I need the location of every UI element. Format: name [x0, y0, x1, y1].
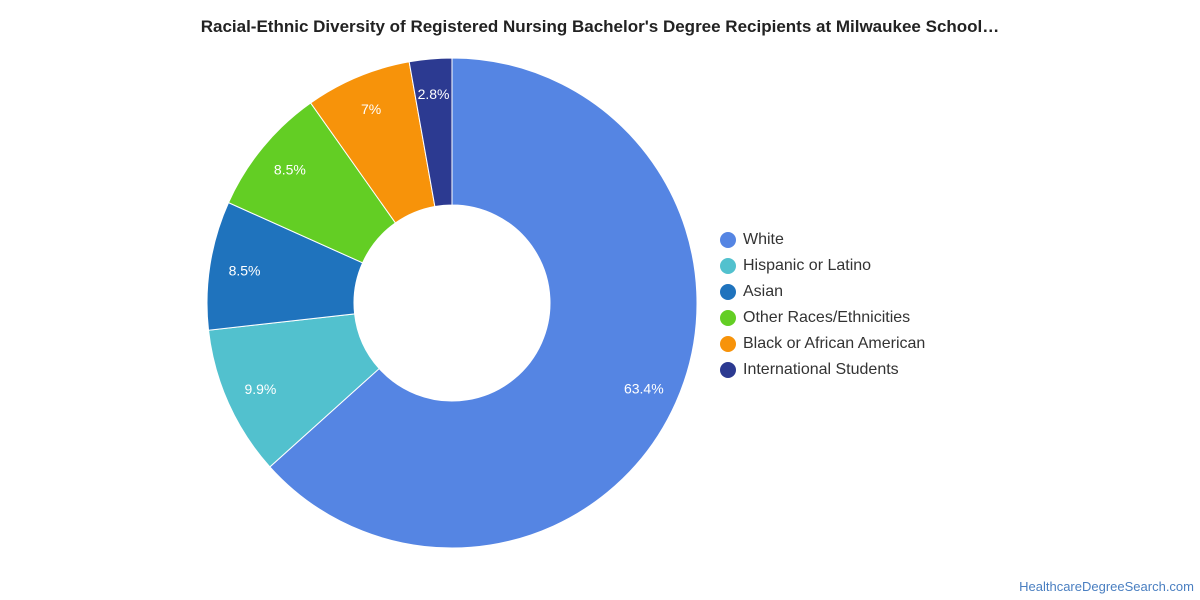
- data-label-hispanic-or-latino: 9.9%: [244, 381, 276, 397]
- data-label-black-or-african-american: 7%: [361, 101, 381, 117]
- chart-title: Racial-Ethnic Diversity of Registered Nu…: [200, 17, 1000, 36]
- source-watermark[interactable]: HealthcareDegreeSearch.com: [1019, 579, 1194, 594]
- legend-swatch: [720, 232, 736, 248]
- legend-label: Asian: [743, 283, 784, 300]
- legend-label: International Students: [743, 361, 899, 378]
- legend-swatch: [720, 258, 736, 274]
- legend-swatch: [720, 310, 736, 326]
- data-labels-layer: 63.4% 9.9% 8.5% 8.5% 7% 2.8%: [229, 86, 664, 397]
- legend-item-hispanic-or-latino[interactable]: Hispanic or Latino: [720, 253, 925, 279]
- legend-swatch: [720, 362, 736, 378]
- legend-swatch: [720, 336, 736, 352]
- slice-international-students[interactable]: [408, 57, 453, 208]
- legend-item-white[interactable]: White: [720, 227, 925, 253]
- legend-item-other-races-ethnicities[interactable]: Other Races/Ethnicities: [720, 305, 925, 331]
- slice-white[interactable]: [269, 57, 698, 549]
- slices-layer: [206, 57, 698, 549]
- legend-label: White: [743, 231, 784, 248]
- legend-label: Black or African American: [743, 335, 926, 352]
- legend-item-international-students[interactable]: International Students: [720, 357, 925, 383]
- legend-label: Other Races/Ethnicities: [743, 309, 911, 326]
- chart-legend: White Hispanic or Latino Asian Other Races/…: [720, 227, 925, 383]
- data-label-international-students: 2.8%: [418, 86, 450, 102]
- legend-item-asian[interactable]: Asian: [720, 279, 925, 305]
- data-label-other-races-ethnicities: 8.5%: [274, 162, 306, 178]
- legend-label: Hispanic or Latino: [743, 257, 872, 274]
- legend-swatch: [720, 284, 736, 300]
- legend-item-black-or-african-american[interactable]: Black or African American: [720, 331, 925, 357]
- data-label-white: 63.4%: [624, 380, 664, 396]
- data-label-asian: 8.5%: [229, 263, 261, 279]
